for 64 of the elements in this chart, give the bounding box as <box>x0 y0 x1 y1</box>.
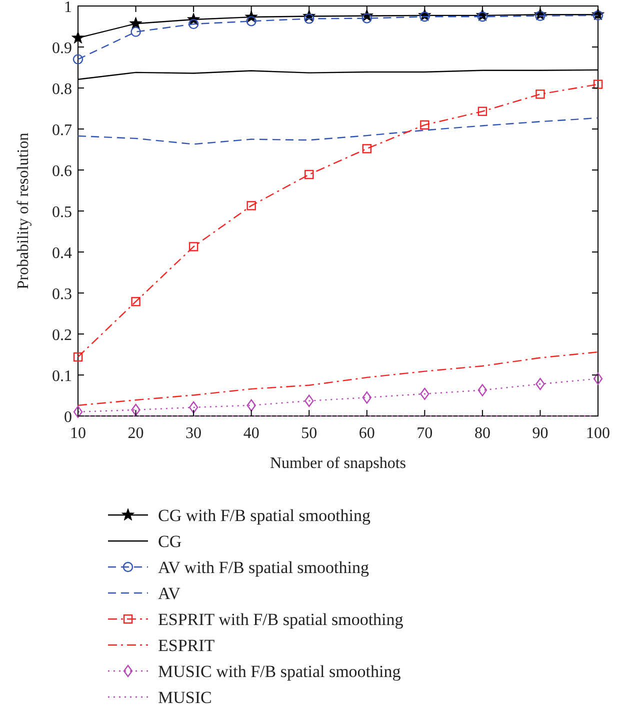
line-series <box>77 117 599 145</box>
y-tick-label: 0.9 <box>52 40 72 57</box>
point <box>188 18 199 30</box>
point <box>536 378 545 390</box>
point <box>73 406 83 418</box>
x-tick-label: 40 <box>243 425 260 442</box>
point <box>131 404 140 416</box>
point <box>420 12 430 22</box>
point <box>362 391 372 404</box>
point <box>304 14 314 24</box>
point <box>478 384 488 396</box>
y-axis-title: Probability of resolution <box>15 132 32 290</box>
y-tick-label: 1 <box>64 0 72 16</box>
y-tick-label: 0.5 <box>52 204 72 221</box>
x-tick-label: 50 <box>301 425 318 442</box>
point <box>477 12 488 22</box>
point <box>246 399 256 412</box>
point <box>188 242 198 252</box>
point <box>420 388 430 400</box>
point <box>130 26 141 37</box>
legend-label: CG with F/B spatial smoothing <box>158 506 372 525</box>
legend-label: MUSIC with F/B spatial smoothing <box>158 662 402 681</box>
legend-label: CG <box>158 532 182 551</box>
x-tick-label: 60 <box>358 425 375 442</box>
y-tick-label: 0.7 <box>52 122 72 139</box>
legend-label: MUSIC <box>158 688 212 707</box>
point <box>72 31 84 44</box>
point <box>72 54 84 64</box>
x-tick-label: 20 <box>128 425 144 442</box>
point <box>246 201 256 210</box>
x-tick-label: 80 <box>474 425 490 442</box>
y-tick-label: 0.1 <box>52 368 72 385</box>
legend-label: ESPRIT with F/B spatial smoothing <box>158 610 404 629</box>
x-tick-label: 70 <box>416 425 433 442</box>
x-tick-label: 90 <box>532 425 548 442</box>
point <box>592 10 604 21</box>
point <box>304 170 314 180</box>
point <box>593 372 603 385</box>
point <box>420 120 430 130</box>
point <box>129 16 142 30</box>
point <box>362 13 372 24</box>
point <box>593 80 603 89</box>
point <box>362 144 372 154</box>
x-tick-label: 10 <box>70 425 86 442</box>
legend-label: AV <box>158 584 182 603</box>
y-tick-label: 0.6 <box>52 163 72 180</box>
y-tick-label: 0 <box>64 409 72 426</box>
point <box>535 10 546 21</box>
legend-label: AV with F/B spatial smoothing <box>158 558 370 577</box>
y-tick-label: 0.2 <box>52 327 72 344</box>
point <box>478 106 488 116</box>
point <box>73 352 83 362</box>
x-tick-label: 30 <box>186 425 202 442</box>
y-tick-label: 0.8 <box>52 81 72 98</box>
y-tick-label: 0.4 <box>52 245 72 262</box>
point <box>188 401 198 414</box>
point <box>131 297 140 306</box>
x-axis-title: Number of snapshots <box>270 455 406 472</box>
y-tick-label: 0.3 <box>52 286 72 303</box>
point <box>246 16 256 26</box>
point <box>304 394 314 407</box>
legend-label: ESPRIT <box>158 636 216 655</box>
point <box>536 90 545 99</box>
x-tick-label: 100 <box>586 425 610 442</box>
